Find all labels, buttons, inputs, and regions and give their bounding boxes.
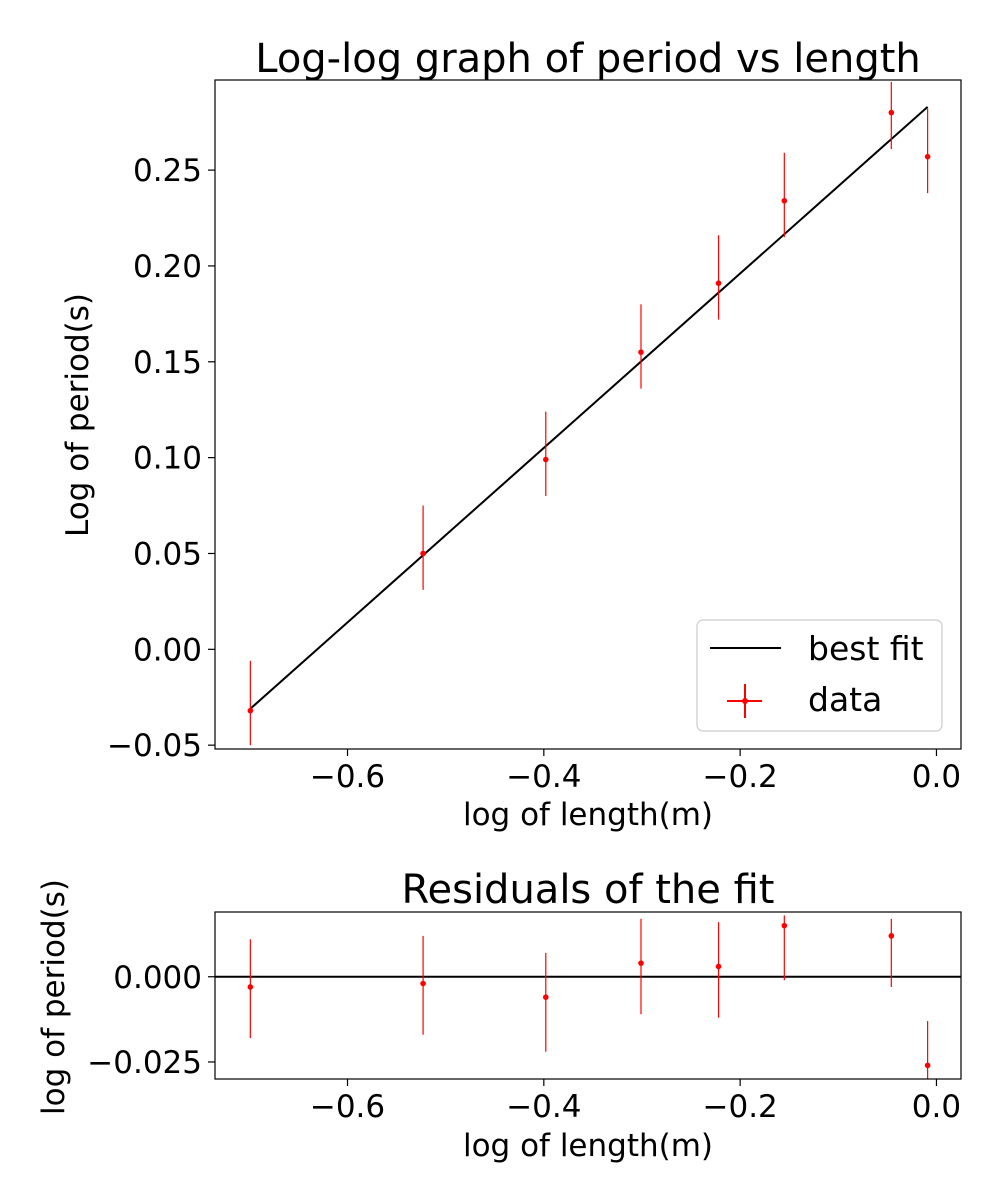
main-data-point [247,707,254,714]
main-data-point [924,153,931,160]
main-y-tick-label: 0.25 [133,153,202,189]
residuals-data-point [888,933,895,939]
legend-data-label: data [808,680,882,719]
residuals-y-axis: −0.025 0.000 [87,960,215,1081]
residuals-data-point [247,984,254,990]
main-data-point [542,456,549,463]
legend-data-swatch-marker [742,698,748,704]
main-y-tick-label: 0.05 [133,536,202,572]
main-x-axis: −0.6 −0.4 −0.2 0.0 [310,749,961,795]
residuals-y-tick-label: −0.025 [87,1045,202,1081]
main-y-axis: −0.05 0.00 0.05 0.10 0.15 0.20 0.25 [107,153,215,764]
residuals-y-tick-label: 0.000 [113,960,202,996]
residuals-chart-marks [215,915,961,1079]
main-x-tick-label: −0.4 [506,759,581,795]
main-y-tick-label: −0.05 [107,728,202,764]
residuals-x-axis-label: log of length(m) [463,1128,713,1164]
residuals-y-axis-label: log of period(s) [36,879,72,1115]
main-x-tick-label: −0.2 [703,759,778,795]
legend: best fit data [696,619,943,732]
main-chart-title: Log-log graph of period vs length [255,36,921,82]
residuals-data-point [781,922,788,929]
main-data-point [888,109,895,116]
residuals-x-tick-label: 0.0 [912,1089,961,1125]
main-y-tick-label: 0.10 [133,441,202,477]
main-x-tick-label: −0.6 [310,759,385,795]
residuals-x-tick-label: −0.4 [506,1089,581,1125]
main-x-axis-label: log of length(m) [463,797,713,833]
residuals-data-point [924,1062,931,1069]
residuals-chart-title: Residuals of the fit [402,867,775,913]
main-chart-marks [247,81,931,746]
main-chart: Log-log graph of period vs length −0.6 −0… [60,36,962,833]
main-y-tick-label: 0.00 [133,632,202,668]
residuals-x-axis: −0.6 −0.4 −0.2 0.0 [310,1079,961,1125]
main-data-point [781,197,788,204]
main-y-axis-label: Log of period(s) [60,293,96,537]
main-best-fit-line [249,106,929,710]
residuals-chart-frame [214,911,962,1080]
residuals-x-tick-label: −0.2 [703,1089,778,1125]
residuals-data-point [715,963,722,970]
main-data-point [715,280,722,286]
residuals-data-point [542,994,549,1001]
main-data-point [420,550,426,557]
residuals-data-point [638,960,644,966]
residuals-data-point [420,980,426,987]
main-y-tick-label: 0.20 [133,249,202,285]
main-chart-frame [214,79,962,750]
legend-best-fit-label: best fit [808,629,924,668]
residuals-x-tick-label: −0.6 [310,1089,385,1125]
main-data-point [638,349,644,356]
main-y-tick-label: 0.15 [133,345,202,381]
residuals-chart: Residuals of the fit −0.6 −0.4 −0.2 0.0 −0.… [36,867,962,1164]
main-x-tick-label: 0.0 [912,759,961,795]
